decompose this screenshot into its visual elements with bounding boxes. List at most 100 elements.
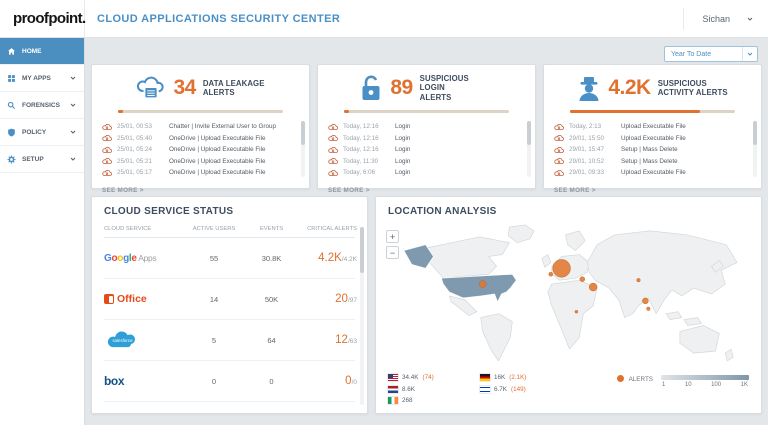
data-leakage-alerts-card: 34 DATA LEAKAGE ALERTS 25/01, 00:53 Chatte… [91, 64, 310, 194]
usa-shape [440, 273, 517, 303]
canada-shape [423, 236, 510, 279]
alert-bubble[interactable] [579, 276, 586, 282]
alert-bubble[interactable] [548, 272, 553, 277]
event-row[interactable]: Today, 2:13 Upload Executable File [554, 121, 751, 133]
event-row[interactable]: 25/01, 05:40 OneDrive | Upload Executable… [102, 133, 299, 145]
netherlands-flag-icon [388, 385, 398, 393]
suspicious-activity-alerts-card: 4.2K SUSPICIOUS ACTIVITY ALERTS Today, 2:… [543, 64, 762, 194]
alert-bubble[interactable] [574, 309, 579, 314]
cloud-download-icon [102, 123, 112, 131]
office-logo: Office [104, 293, 184, 305]
table-row[interactable]: salesforce 5 64 12/63 [104, 320, 357, 361]
cloud-download-icon [328, 169, 338, 177]
event-row[interactable]: 25/01, 05:21 OneDrive | Upload Executable… [102, 156, 299, 168]
cloud-service-status-card: CLOUD SERVICE STATUS CLOUD SERVICE ACTIV… [91, 196, 368, 414]
user-menu[interactable]: Sichan [683, 7, 768, 30]
event-row[interactable]: 29/01, 10:52 Setup | Mass Delete [554, 156, 751, 168]
event-row[interactable]: 29/01, 15:50 Upload Executable File [554, 133, 751, 145]
alert-bubble[interactable] [588, 282, 598, 292]
box-logo: box [104, 374, 125, 388]
sidebar-item-policy[interactable]: POLICY [0, 119, 84, 146]
filter-row: Year To Date [91, 38, 762, 64]
cloud-download-icon [102, 169, 112, 177]
alert-progress-bar [570, 110, 735, 113]
sidebar-item-label: POLICY [22, 128, 47, 136]
sidebar-item-home[interactable]: HOME [0, 38, 84, 65]
event-row[interactable]: 25/01, 05:24 OneDrive | Upload Executable… [102, 144, 299, 156]
gear-icon [7, 155, 16, 164]
main-content: Year To Date 34 DATA LEAKAGE ALERTS 25/01… [85, 38, 768, 425]
event-row[interactable]: Today, 12:16 Login [328, 133, 525, 145]
sidebar-item-my-apps[interactable]: MY APPS [0, 65, 84, 92]
sidebar-item-forensics[interactable]: FORENSICS [0, 92, 84, 119]
event-row[interactable]: Today, 12:16 Login [328, 121, 525, 133]
alert-count: 89 [390, 76, 413, 99]
germany-flag-icon [480, 374, 490, 381]
scrollbar[interactable] [753, 121, 757, 177]
top-header: proofpoint. CLOUD APPLICATIONS SECURITY … [0, 0, 768, 38]
salesforce-logo: salesforce [104, 329, 184, 352]
chevron-down-icon [69, 74, 77, 82]
world-map[interactable] [382, 223, 755, 362]
card-title: SUSPICIOUS LOGIN ALERTS [419, 73, 469, 102]
event-row[interactable]: Today, 6:06 Login [328, 167, 525, 179]
legend-column: 16K (2.1K) 6.7K (149) [480, 374, 572, 393]
alert-count: 4.2K [608, 76, 651, 99]
event-row[interactable]: 29/01, 09:33 Upload Executable File [554, 167, 751, 179]
table-row[interactable]: Office 14 50K 20/97 [104, 279, 357, 320]
cloud-download-icon [328, 157, 338, 165]
chevron-down-icon [69, 155, 77, 163]
sidebar-item-label: FORENSICS [22, 101, 60, 109]
alert-dot-icon [616, 375, 624, 382]
google-apps-logo: Google Apps [104, 252, 157, 264]
suspicious-login-alerts-card: 89 SUSPICIOUS LOGIN ALERTS Today, 12:16 Lo… [317, 64, 536, 194]
zoom-in-button[interactable]: + [386, 230, 399, 243]
central-america-shape [448, 295, 478, 317]
chevron-down-icon [69, 101, 77, 109]
scandinavia-shape [565, 230, 586, 251]
see-more-link[interactable]: SEE MORE > [328, 186, 370, 194]
japan-shape [711, 260, 724, 273]
alert-bubble[interactable] [642, 297, 649, 305]
cloud-download-icon [554, 123, 564, 131]
us-flag-icon [388, 374, 398, 381]
page-title: CLOUD APPLICATIONS SECURITY CENTER [97, 12, 341, 25]
cloud-download-icon [328, 146, 338, 154]
alert-bubble[interactable] [479, 280, 487, 288]
sidebar-item-setup[interactable]: SETUP [0, 146, 84, 173]
alert-bubble[interactable] [636, 278, 641, 283]
date-range-select[interactable]: Year To Date [664, 46, 758, 62]
ireland-flag-icon [388, 397, 398, 404]
scrollbar[interactable] [527, 121, 531, 177]
see-more-link[interactable]: SEE MORE > [102, 186, 144, 194]
legend-item-ie: 268 [388, 397, 480, 404]
zoom-out-button[interactable]: − [386, 246, 399, 259]
event-row[interactable]: 29/01, 15:47 Setup | Mass Delete [554, 144, 751, 156]
table-row[interactable]: box 0 0 0/0 [104, 361, 357, 402]
bottom-row: CLOUD SERVICE STATUS CLOUD SERVICE ACTIV… [91, 196, 762, 414]
sidebar-item-label: HOME [22, 47, 42, 55]
table-row[interactable]: Google Apps 55 30.8K 4.2K/4.2K [104, 238, 357, 279]
event-row[interactable]: 25/01, 05:17 OneDrive | Upload Executable… [102, 167, 299, 179]
cloud-download-icon [102, 157, 112, 165]
alert-bubble[interactable] [552, 259, 571, 278]
event-row[interactable]: Today, 11:30 Login [328, 156, 525, 168]
legend-column: 34.4K (74) 8.6K 268 [388, 374, 480, 404]
sidebar: HOME MY APPS FORENSICS POLICY SETUP [0, 38, 85, 425]
see-more-link[interactable]: SEE MORE > [554, 186, 596, 194]
alert-bubble[interactable] [646, 306, 651, 311]
card-title: DATA LEAKAGE ALERTS [202, 78, 265, 97]
event-row[interactable]: 25/01, 00:53 Chatter | Invite External Us… [102, 121, 299, 133]
search-icon [7, 101, 16, 110]
legend-item-de: 16K (2.1K) [480, 374, 572, 381]
proofpoint-logo[interactable]: proofpoint. [0, 0, 86, 37]
world-map-container [382, 223, 755, 362]
cloud-download-icon [554, 146, 564, 154]
new-zealand-shape [724, 348, 734, 362]
spy-icon [577, 75, 601, 102]
scrollbar[interactable] [360, 227, 364, 405]
asia-shape [586, 230, 738, 318]
event-list: Today, 2:13 Upload Executable File 29/01,… [554, 121, 751, 179]
scrollbar[interactable] [301, 121, 305, 177]
event-row[interactable]: Today, 12:16 Login [328, 144, 525, 156]
